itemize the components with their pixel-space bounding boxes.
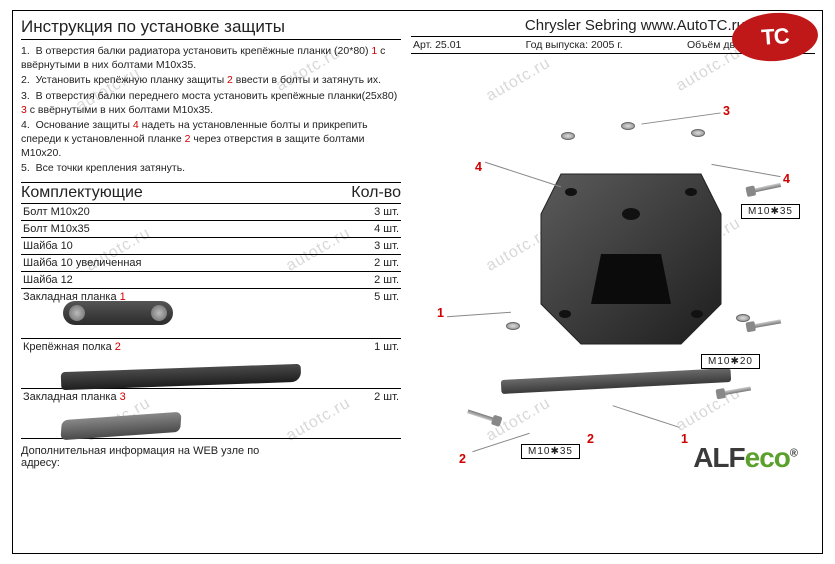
- stamp-text: TC: [760, 23, 789, 51]
- callout-2: 2: [459, 452, 466, 466]
- logo-r: ®: [790, 448, 797, 460]
- parts-header: Комплектующие Кол-во: [21, 182, 401, 204]
- parts-table: Болт М10х203 шт.Болт М10х354 шт.Шайба 10…: [21, 204, 401, 439]
- part-qty: 2 шт.: [345, 388, 401, 438]
- bolt-label: M10✱20: [701, 354, 760, 369]
- callout-4: 4: [475, 160, 482, 174]
- part-name: Болт М10х20: [21, 204, 345, 221]
- washer-icon: [621, 122, 635, 130]
- instructions-list: 1. В отверстия балки радиатора установит…: [21, 44, 401, 176]
- washer-icon: [691, 129, 705, 137]
- logo-alf: ALF: [693, 442, 744, 473]
- callout-1: 1: [681, 432, 688, 446]
- parts-header-right: Кол-во: [351, 184, 401, 202]
- document-page: autotc.ru autotc.ru autotc.ru autotc.ru …: [12, 10, 823, 554]
- instruction-line: 1. В отверстия балки радиатора установит…: [21, 44, 401, 72]
- part-qty: 3 шт.: [345, 204, 401, 221]
- bolt-icon: [467, 409, 497, 422]
- callout-4: 4: [783, 172, 790, 186]
- table-row: Шайба 10 увеличенная2 шт.: [21, 254, 401, 271]
- bolt-icon: [751, 183, 781, 193]
- part-image-icon: [61, 363, 301, 389]
- table-row: Закладная планка 32 шт.: [21, 388, 401, 438]
- table-row: Болт М10х354 шт.: [21, 220, 401, 237]
- footer-text: Дополнительная информация на WEB узле по…: [21, 445, 401, 469]
- meta-art: Арт. 25.01: [413, 39, 461, 51]
- part-image-icon: [60, 411, 181, 440]
- callout-line: [641, 112, 720, 124]
- part-qty: 5 шт.: [345, 288, 401, 338]
- washer-icon: [736, 314, 750, 322]
- part-qty: 4 шт.: [345, 220, 401, 237]
- table-row: Шайба 103 шт.: [21, 237, 401, 254]
- bolt-icon: [751, 319, 781, 328]
- instruction-line: 2. Установить крепёжную планку защиты 2 …: [21, 73, 401, 87]
- assembly-diagram: 3 4 4 1 1 2 2 M10✱35 M10✱20 M10✱35: [411, 54, 815, 484]
- part-name: Болт М10х35: [21, 220, 345, 237]
- part-qty: 1 шт.: [345, 338, 401, 388]
- meta-year: Год выпуска: 2005 г.: [526, 39, 623, 51]
- part-image-icon: [63, 301, 173, 325]
- table-row: Шайба 122 шт.: [21, 271, 401, 288]
- left-column: Инструкция по установке защиты 1. В отве…: [21, 17, 401, 469]
- part-qty: 3 шт.: [345, 237, 401, 254]
- callout-1: 1: [437, 306, 444, 320]
- mount-bar-icon: [501, 368, 731, 394]
- callout-3: 3: [723, 104, 730, 118]
- part-qty: 2 шт.: [345, 254, 401, 271]
- right-column: Chrysler Sebring www.AutoTC.ru Арт. 25.0…: [411, 17, 815, 484]
- bolt-icon: [721, 386, 751, 395]
- instruction-line: 3. В отверстия балки переднего моста уст…: [21, 89, 401, 117]
- callout-line: [613, 405, 680, 428]
- callout-line: [447, 312, 511, 317]
- bolt-label: M10✱35: [741, 204, 800, 219]
- part-name: Шайба 10 увеличенная: [21, 254, 345, 271]
- table-row: Крепёжная полка 21 шт.: [21, 338, 401, 388]
- part-name: Закладная планка 1: [21, 288, 345, 338]
- parts-header-left: Комплектующие: [21, 184, 143, 202]
- washer-icon: [506, 322, 520, 330]
- part-name: Шайба 12: [21, 271, 345, 288]
- part-qty: 2 шт.: [345, 271, 401, 288]
- part-name: Крепёжная полка 2: [21, 338, 345, 388]
- part-name: Закладная планка 3: [21, 388, 345, 438]
- shield-plate-icon: [531, 164, 731, 354]
- washer-icon: [561, 132, 575, 140]
- callout-2: 2: [587, 432, 594, 446]
- part-name: Шайба 10: [21, 237, 345, 254]
- bolt-label: M10✱35: [521, 444, 580, 459]
- instruction-line: 4. Основание защиты 4 надеть на установл…: [21, 118, 401, 161]
- table-row: Болт М10х203 шт.: [21, 204, 401, 221]
- table-row: Закладная планка 15 шт.: [21, 288, 401, 338]
- instructions-title: Инструкция по установке защиты: [21, 17, 401, 40]
- instruction-line: 5. Все точки крепления затянуть.: [21, 161, 401, 175]
- logo-eco: eco: [745, 442, 790, 473]
- alfeco-logo: ALFeco®: [693, 442, 797, 474]
